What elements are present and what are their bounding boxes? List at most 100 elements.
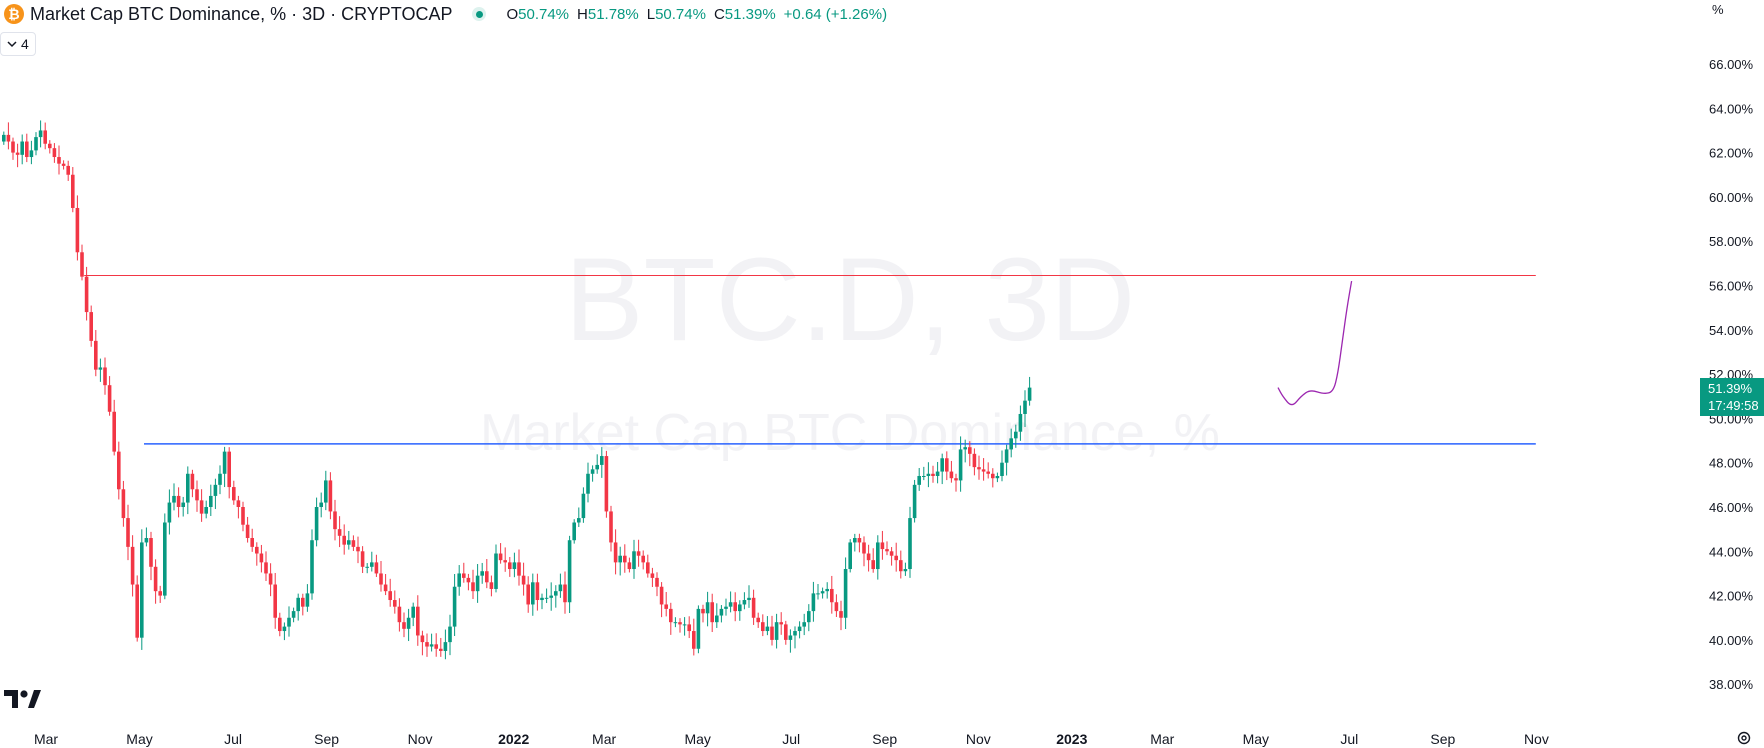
candle-down <box>434 633 438 657</box>
price-axis-tick-label: 66.00% <box>1709 57 1754 72</box>
symbol-title[interactable]: Market Cap BTC Dominance, % · 3D · CRYPT… <box>30 3 453 24</box>
candle-up <box>2 131 6 145</box>
candle-down <box>834 594 839 617</box>
candle-down <box>337 516 342 548</box>
candle-up <box>370 551 374 572</box>
candle-up <box>586 462 590 503</box>
candle-up <box>807 604 811 632</box>
price-axis-tick-label: 56.00% <box>1709 279 1754 294</box>
candle-down <box>117 441 121 500</box>
candle-down <box>379 561 383 592</box>
candle-down <box>857 533 862 553</box>
time-axis-label: Sep <box>872 731 897 747</box>
candle-up <box>480 562 484 584</box>
price-tag-countdown: 17:49:58 <box>1708 398 1759 413</box>
candle-up <box>912 479 917 523</box>
candle-up <box>673 617 678 628</box>
candle-down <box>609 505 613 552</box>
candle-up <box>719 605 724 623</box>
candle-down <box>508 556 512 577</box>
candle-up <box>738 600 742 621</box>
candle-up <box>544 588 549 604</box>
tradingview-logo-icon[interactable] <box>4 688 42 710</box>
change-value: +0.64 (+1.26%) <box>783 5 888 23</box>
candle-up <box>572 519 576 544</box>
candle-up <box>958 436 963 492</box>
candle-up <box>632 539 636 579</box>
candle-down <box>710 593 714 633</box>
candle-down <box>135 575 139 642</box>
time-axis: Mar May Jul Sep Nov 2022 Mar May Jul Sep Nov 2023 Ma… <box>34 731 1549 747</box>
price-axis: 38.00%40.00%42.00%44.00%46.00%48.00%50.0… <box>1709 57 1754 692</box>
candle-up <box>29 140 34 165</box>
candle-up <box>843 557 848 630</box>
candle-down <box>899 550 903 579</box>
candle-up <box>853 533 857 552</box>
drawing-lines <box>84 275 1536 445</box>
candle-up <box>406 608 411 642</box>
candle-up <box>728 591 733 613</box>
watermark-layer: BTC.D, 3D Market Cap BTC Dominance, % <box>480 234 1220 462</box>
candle-up <box>324 470 328 511</box>
settings-gear-icon[interactable] <box>1736 730 1752 746</box>
candle-up <box>554 585 558 608</box>
price-axis-tick-label: 48.00% <box>1709 456 1754 471</box>
candle-up <box>1018 405 1023 441</box>
candle-up <box>595 454 599 474</box>
candle-up <box>494 544 498 593</box>
candle-down <box>687 616 691 639</box>
candle-down <box>517 549 521 586</box>
candle-down <box>650 567 655 587</box>
candle-down <box>360 546 365 574</box>
candle-down <box>333 499 337 541</box>
candle-down <box>485 559 489 589</box>
indicators-collapse-button[interactable]: 4 <box>0 32 36 56</box>
candle-down <box>149 531 153 581</box>
candle-down <box>613 529 618 575</box>
candle-down <box>830 575 834 614</box>
watermark-symbol: BTC.D, 3D <box>565 234 1135 366</box>
time-axis-label: 2023 <box>1056 731 1087 747</box>
candle-down <box>80 244 84 281</box>
candle-up <box>296 593 300 621</box>
candle-up <box>457 565 461 596</box>
candle-up <box>549 582 553 611</box>
bitcoin-icon[interactable]: ₿ <box>4 4 24 24</box>
candle-down <box>278 612 282 637</box>
chevron-down-icon <box>7 41 17 48</box>
candle-up <box>802 613 806 636</box>
candle-down <box>981 458 986 481</box>
candle-up <box>765 616 770 636</box>
candle-down <box>397 598 402 632</box>
candle-down <box>701 604 705 623</box>
market-status-icon[interactable] <box>472 7 487 21</box>
candle-down <box>57 145 61 175</box>
candle-down <box>751 589 756 625</box>
candle-down <box>130 535 135 597</box>
candle-down <box>880 530 885 560</box>
price-axis-tick-label: 38.00% <box>1709 677 1754 692</box>
candle-down <box>103 357 107 395</box>
candle-up <box>204 500 208 519</box>
candle-down <box>84 266 89 321</box>
candle-down <box>43 122 47 150</box>
candle-down <box>393 590 397 614</box>
time-axis-label: May <box>684 731 710 747</box>
candle-up <box>172 483 176 511</box>
candle-down <box>669 602 673 635</box>
candle-up <box>742 592 747 610</box>
candles-layer <box>2 120 1032 660</box>
price-axis-tick-label: 42.00% <box>1709 589 1754 604</box>
chart-legend: ₿ Market Cap BTC Dominance, % · 3D · CRY… <box>0 0 887 28</box>
candle-down <box>636 539 641 567</box>
candle-up <box>577 507 581 528</box>
candle-down <box>604 450 609 518</box>
time-axis-label: Mar <box>1150 731 1174 747</box>
candle-down <box>659 582 664 618</box>
open-label: O <box>506 5 519 23</box>
candle-down <box>866 544 871 572</box>
candle-down <box>255 542 259 566</box>
candle-down <box>894 542 898 572</box>
watermark-description: Market Cap BTC Dominance, % <box>480 404 1220 462</box>
